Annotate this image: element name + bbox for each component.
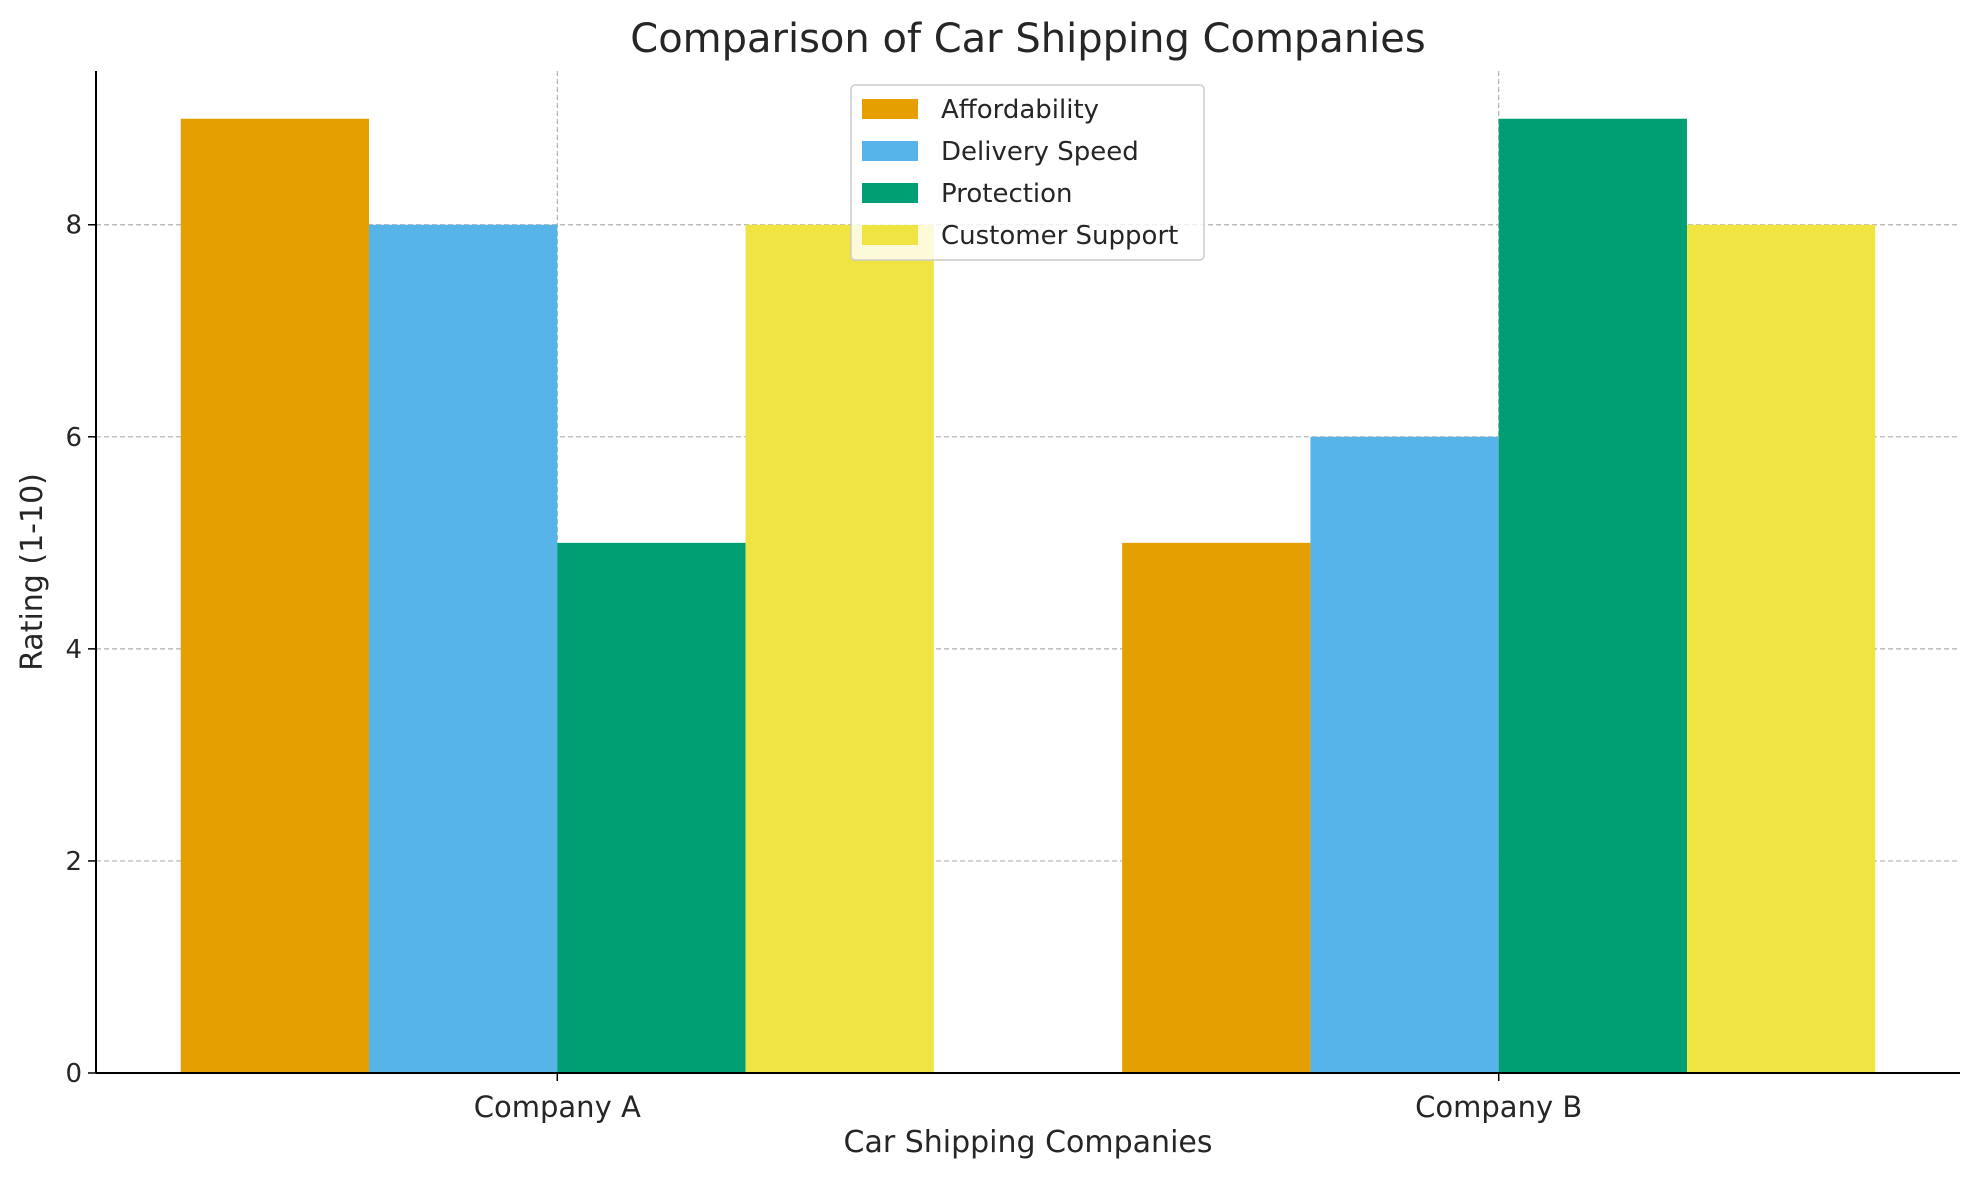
y-tick-label: 0 (65, 1059, 82, 1089)
legend-label: Affordability (941, 95, 1099, 125)
bar-protection-0 (557, 542, 746, 1073)
y-tick-label: 4 (65, 635, 82, 665)
y-tick-label: 2 (65, 847, 82, 877)
bar-affordability-1 (1122, 542, 1311, 1073)
bar-delivery-speed-1 (1310, 436, 1499, 1073)
x-axis-label: Car Shipping Companies (844, 1125, 1213, 1160)
y-tick-label: 8 (65, 211, 82, 241)
legend-label: Delivery Speed (941, 137, 1139, 167)
tick-labels: 0 2 4 6 8 Company A Company B (65, 211, 1582, 1124)
legend-swatch (862, 141, 918, 161)
legend: Affordability Delivery Speed Protection Cus… (850, 84, 1205, 261)
bar-delivery-speed-0 (369, 224, 558, 1073)
legend-swatch (862, 183, 918, 203)
legend-swatch (862, 99, 918, 119)
x-tick-label: Company B (1415, 1090, 1582, 1124)
bar-affordability-0 (180, 118, 370, 1073)
y-axis-label: Rating (1-10) (15, 473, 50, 671)
y-tick-label: 6 (65, 423, 82, 453)
bar-protection-1 (1498, 118, 1687, 1073)
legend-box (850, 84, 1205, 261)
bars (180, 118, 1876, 1073)
legend-swatch (862, 225, 918, 245)
legend-label: Protection (941, 179, 1073, 209)
bar-customer-support-1 (1686, 224, 1876, 1073)
chart-title: Comparison of Car Shipping Companies (630, 16, 1425, 62)
x-tick-label: Company A (474, 1090, 641, 1124)
axes (95, 71, 1960, 1074)
legend-label: Customer Support (941, 221, 1178, 251)
bar-customer-support-0 (745, 224, 934, 1073)
